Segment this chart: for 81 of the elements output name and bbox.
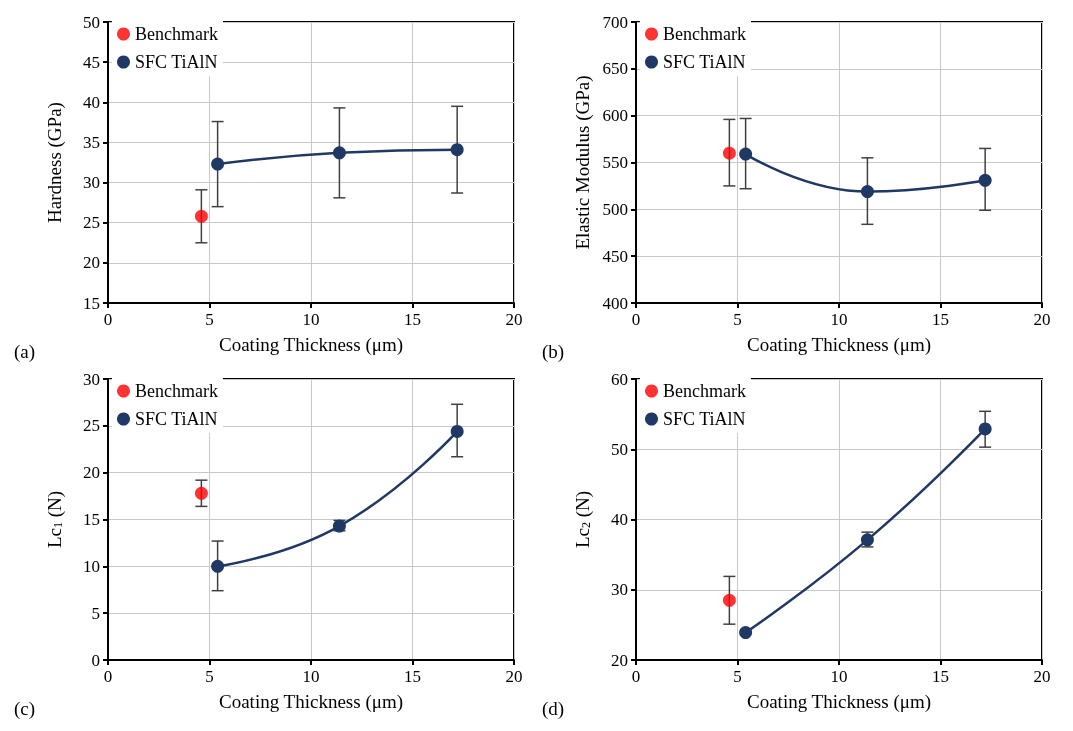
point bbox=[332, 146, 346, 160]
x-tick-label: 10 bbox=[830, 310, 848, 329]
point bbox=[194, 486, 208, 500]
x-tick-label: 15 bbox=[932, 667, 949, 686]
x-tick-label: 10 bbox=[302, 310, 320, 329]
y-tick-label: 30 bbox=[83, 173, 100, 193]
x-tick-label: 5 bbox=[733, 667, 742, 686]
y-tick-label: 20 bbox=[83, 463, 100, 483]
text: (b) bbox=[542, 341, 565, 363]
legend-label: SFC TiAlN bbox=[135, 409, 218, 429]
point bbox=[722, 146, 736, 160]
x-tick-label: 5 bbox=[205, 667, 214, 686]
point bbox=[860, 185, 874, 199]
y-tick-label: 10 bbox=[83, 556, 100, 576]
x-tick-label: 15 bbox=[404, 310, 421, 329]
point bbox=[450, 424, 464, 438]
y-tick-label: 50 bbox=[611, 439, 628, 459]
legend-label: SFC TiAlN bbox=[135, 52, 218, 72]
x-tick-label: 15 bbox=[932, 310, 949, 329]
y-tick-label: 25 bbox=[83, 213, 100, 233]
y-tick-label: 20 bbox=[83, 253, 100, 273]
legend-label: Benchmark bbox=[663, 381, 746, 401]
x-tick-label: 5 bbox=[733, 310, 742, 329]
point bbox=[978, 173, 992, 187]
y-tick-label: 700 bbox=[602, 12, 628, 32]
x-tick-label: 20 bbox=[505, 667, 523, 686]
y-tick-label: 550 bbox=[602, 153, 628, 172]
legend-label: SFC TiAlN bbox=[663, 409, 746, 429]
x-tick-label: 0 bbox=[631, 310, 641, 329]
text: (d) bbox=[542, 698, 565, 720]
legend-label: Benchmark bbox=[135, 381, 218, 401]
x-tick-label: 0 bbox=[631, 667, 641, 686]
point bbox=[211, 157, 225, 171]
legend-label: SFC TiAlN bbox=[663, 52, 746, 72]
y-axis-title: Elastic Modulus (GPa) bbox=[571, 75, 594, 250]
y-tick-label: 500 bbox=[602, 199, 628, 219]
y-axis-title: Hardness (GPa) bbox=[44, 102, 66, 223]
y-tick-label: 0 bbox=[91, 650, 100, 670]
x-tick-label: 20 bbox=[1033, 667, 1051, 686]
x-tick-label: 20 bbox=[505, 310, 523, 329]
text: (c) bbox=[14, 698, 36, 720]
x-tick-label: 10 bbox=[302, 667, 320, 686]
x-axis-title: Coating Thickness (μm) bbox=[747, 334, 931, 356]
point bbox=[211, 559, 225, 573]
y-tick-label: 15 bbox=[83, 510, 100, 529]
point bbox=[194, 209, 208, 223]
y-tick-label: 45 bbox=[83, 52, 100, 72]
point bbox=[722, 593, 736, 607]
x-axis-title: Coating Thickness (μm) bbox=[219, 691, 403, 713]
point bbox=[978, 422, 992, 436]
x-axis-title: Coating Thickness (μm) bbox=[747, 691, 931, 713]
y-tick-label: 5 bbox=[91, 603, 100, 623]
y-tick-label: 50 bbox=[83, 12, 100, 32]
legend-label: Benchmark bbox=[663, 24, 746, 44]
x-tick-label: 5 bbox=[205, 310, 214, 329]
y-tick-label: 60 bbox=[611, 369, 628, 389]
y-axis-title: Lc2 (N) bbox=[572, 490, 594, 549]
y-tick-label: 600 bbox=[602, 106, 628, 126]
x-axis-title: Coating Thickness (μm) bbox=[219, 334, 403, 356]
y-tick-label: 35 bbox=[83, 132, 100, 152]
y-axis-title: Lc1 (N) bbox=[44, 490, 66, 549]
text: (a) bbox=[14, 341, 36, 363]
y-tick-label: 400 bbox=[602, 293, 628, 313]
y-tick-label: 650 bbox=[602, 59, 628, 79]
x-tick-label: 15 bbox=[404, 667, 421, 686]
y-tick-label: 30 bbox=[611, 580, 628, 600]
x-tick-label: 0 bbox=[103, 310, 113, 329]
y-tick-label: 40 bbox=[83, 92, 100, 112]
y-tick-label: 30 bbox=[83, 369, 100, 389]
y-tick-label: 20 bbox=[611, 650, 628, 670]
y-tick-label: 15 bbox=[83, 293, 100, 313]
y-tick-label: 40 bbox=[611, 510, 628, 529]
x-tick-label: 20 bbox=[1033, 310, 1051, 329]
y-tick-label: 450 bbox=[602, 246, 628, 266]
x-tick-label: 0 bbox=[103, 667, 113, 686]
legend-label: Benchmark bbox=[135, 24, 218, 44]
point bbox=[739, 147, 753, 161]
point bbox=[739, 626, 753, 640]
x-tick-label: 10 bbox=[830, 667, 848, 686]
point bbox=[450, 143, 464, 157]
y-tick-label: 25 bbox=[83, 416, 100, 436]
